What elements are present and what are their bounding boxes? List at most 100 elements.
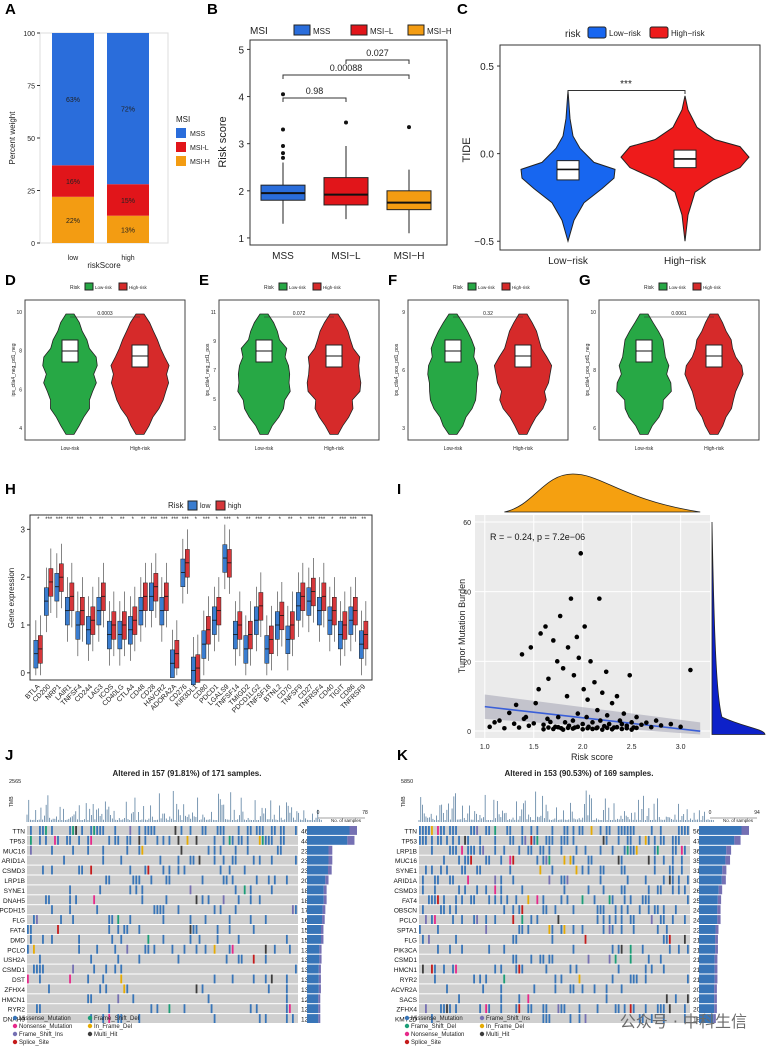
gene-count-bar (725, 855, 731, 865)
mutation-cell (680, 826, 683, 835)
mutation-cell (551, 954, 554, 964)
mutation-cell (620, 925, 623, 934)
legend-swatch (187, 500, 198, 511)
scatter-point (585, 725, 590, 731)
scatter-point (541, 722, 546, 728)
box (359, 630, 364, 659)
mutation-cell (683, 915, 686, 924)
mutation-cell (485, 826, 488, 835)
mutation-cell (596, 905, 599, 915)
mutation-cell (144, 826, 147, 835)
mutation-cell (488, 944, 491, 954)
mutation-cell (575, 845, 578, 855)
mutation-cell (138, 845, 141, 855)
mutation-cell (183, 944, 186, 954)
box (317, 597, 322, 626)
mutation-cell (659, 885, 662, 895)
mutation-cell (587, 885, 590, 895)
mutation-cell (575, 964, 578, 974)
gene-row-bg (27, 944, 298, 954)
mutation-cell (620, 865, 623, 875)
mutation-cell (434, 964, 436, 974)
mutation-cell (572, 925, 575, 934)
scatter-point (551, 638, 556, 643)
legend-label: MSI−L (370, 27, 394, 36)
legend-label: Frame_Shift_Ins (19, 1032, 63, 1038)
legend-marker (404, 1015, 410, 1021)
mutation-cell (470, 826, 472, 835)
mutation-cell (509, 855, 512, 865)
mutation-cell (123, 925, 126, 934)
mutation-cell (557, 1004, 560, 1014)
mutation-cell (449, 875, 451, 885)
legend-title: MSI (250, 26, 268, 37)
gene-row-bg (419, 934, 690, 944)
mutation-cell (584, 845, 587, 855)
y-axis-label: ips_ctla4_pos_pd1_neg (585, 343, 591, 396)
mutation-cell (455, 826, 457, 835)
mutation-cell (524, 835, 527, 845)
legend-label: Splice_Site (19, 1040, 50, 1046)
gene-count-bar (699, 826, 742, 835)
mutation-cell (27, 925, 29, 934)
svg-text:J: J (5, 747, 13, 764)
mutation-cell (656, 925, 659, 934)
bar-segment (107, 33, 149, 185)
mutation-cell (611, 944, 614, 954)
mutation-cell (440, 1004, 442, 1014)
mutation-cell (542, 954, 545, 964)
mutation-cell (102, 974, 105, 984)
mutation-cell (39, 835, 41, 845)
mutation-cell (231, 944, 234, 954)
y-tick-label: 40 (463, 590, 471, 597)
gene-row-bg (27, 885, 298, 895)
mutation-cell (500, 895, 503, 905)
mutation-cell (422, 826, 424, 835)
svg-text:E: E (199, 272, 209, 289)
box (269, 625, 274, 654)
box (386, 190, 432, 211)
mutation-cell (258, 895, 261, 905)
mutation-cell (662, 905, 665, 915)
gene-count-bar (714, 954, 718, 964)
mutation-cell (147, 826, 150, 835)
mutation-cell (434, 974, 436, 984)
box (191, 656, 196, 686)
mutation-cell (270, 835, 273, 845)
mutation-cell (126, 984, 129, 994)
mutation-cell (527, 845, 530, 855)
significance-label: * (111, 517, 114, 523)
mutation-cell (638, 835, 641, 845)
gene-row-bg (27, 925, 298, 934)
mutation-cell (545, 835, 548, 845)
mutation-cell (440, 905, 442, 915)
scatter-point (576, 655, 582, 661)
mutation-cell (488, 826, 491, 835)
mutation-cell (686, 826, 689, 835)
mutation-cell (120, 1014, 123, 1023)
y-tick-label: 5 (213, 397, 216, 403)
mutation-cell (485, 925, 488, 934)
mutation-cell (653, 865, 656, 875)
mutation-cell (455, 1004, 457, 1014)
mutation-cell (515, 1004, 518, 1014)
x-tick-label: low (68, 255, 79, 262)
scatter-point (597, 596, 602, 601)
mutation-cell (500, 964, 503, 974)
y-tick-label: 0 (21, 669, 26, 678)
mutation-cell (650, 1014, 653, 1023)
mutation-cell (270, 855, 273, 865)
mutation-cell (677, 875, 680, 885)
violin (493, 313, 553, 435)
x-tick-label: MSI−L (331, 251, 361, 262)
mutation-cell (455, 964, 457, 974)
mutation-cell (69, 885, 71, 895)
significance-label: * (90, 517, 93, 523)
mutation-cell (431, 895, 433, 905)
y-axis-label: ips_ctla4_neg_pd1_neg (11, 343, 17, 396)
gene-count-bar (307, 964, 319, 974)
mutation-cell (608, 826, 611, 835)
mutation-cell (114, 835, 117, 845)
mutation-cell (470, 855, 472, 865)
mutation-cell (285, 974, 288, 984)
